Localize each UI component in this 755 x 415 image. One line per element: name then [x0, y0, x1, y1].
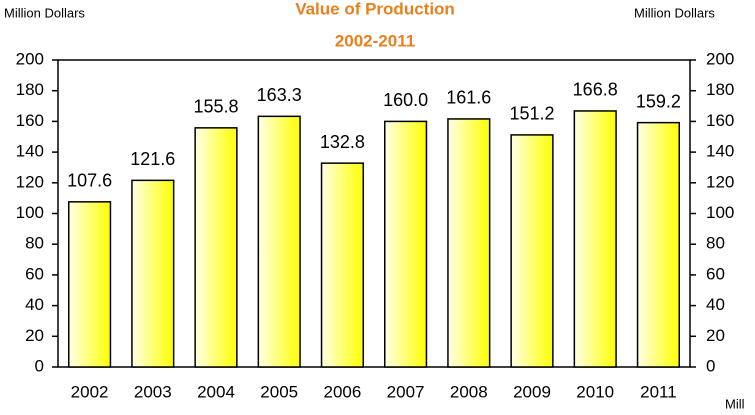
y-tick-label: 100	[16, 203, 44, 222]
y2-tick-label: 180	[706, 80, 734, 99]
x-tick-label: 2007	[387, 382, 425, 401]
y-tick-label: 140	[16, 142, 44, 161]
x-tick-label: 2006	[323, 382, 361, 401]
chart-title: Value of Production	[295, 0, 455, 18]
y2-tick-label: 200	[706, 49, 734, 68]
x-tick-label: 2003	[134, 382, 172, 401]
y-tick-label: 20	[25, 326, 44, 345]
annotation: Mill	[725, 396, 745, 411]
bar	[447, 118, 491, 368]
bar	[131, 179, 175, 368]
y-tick-label: 120	[16, 172, 44, 191]
bar	[383, 120, 428, 368]
x-tick-label: 2008	[450, 382, 488, 401]
data-label: 151.2	[509, 104, 554, 124]
y-tick-label: 180	[16, 80, 44, 99]
x-tick-label: 2011	[640, 382, 677, 401]
y-tick-label: 40	[25, 295, 44, 314]
x-tick-label: 2004	[197, 382, 235, 401]
y2-tick-label: 40	[706, 295, 725, 314]
data-label: 160.0	[383, 90, 428, 110]
bar	[510, 134, 554, 368]
x-tick-label: 2005	[260, 382, 298, 401]
bar	[320, 162, 365, 368]
data-label: 155.8	[193, 97, 238, 117]
x-tick-label: 2010	[576, 382, 614, 401]
data-label: 121.6	[130, 149, 175, 169]
data-label: 159.2	[636, 91, 681, 111]
y-tick-label: 160	[16, 111, 44, 130]
y-tick-label: 80	[25, 234, 44, 253]
y2-tick-label: 160	[706, 111, 734, 130]
bar	[67, 201, 112, 368]
data-label: 161.6	[446, 88, 491, 108]
y2-tick-label: 60	[706, 264, 725, 283]
y2-tick-label: 120	[706, 172, 734, 191]
bar	[636, 121, 681, 368]
y2-axis-label: Million Dollars	[634, 5, 715, 20]
bar	[573, 110, 617, 368]
y2-tick-label: 0	[706, 356, 715, 375]
y2-tick-label: 20	[706, 326, 725, 345]
y2-tick-label: 100	[706, 203, 734, 222]
y-tick-label: 200	[16, 49, 44, 68]
y-tick-label: 60	[25, 264, 44, 283]
y-axis-label: Million Dollars	[4, 5, 85, 20]
x-tick-label: 2009	[513, 382, 551, 401]
data-label: 163.3	[257, 85, 302, 105]
chart-subtitle: 2002-2011	[335, 31, 415, 50]
y2-tick-label: 140	[706, 142, 734, 161]
bar	[257, 115, 301, 368]
y2-tick-label: 80	[706, 234, 725, 253]
data-label: 166.8	[573, 80, 618, 100]
bar	[194, 127, 238, 368]
y-tick-label: 0	[35, 356, 44, 375]
data-label: 107.6	[67, 171, 112, 191]
data-label: 132.8	[320, 132, 365, 152]
x-tick-label: 2002	[71, 382, 109, 401]
